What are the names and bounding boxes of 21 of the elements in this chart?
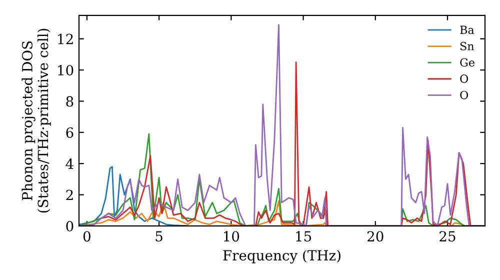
- y-tick-label: 2: [66, 190, 73, 200]
- legend-label: Ge: [460, 58, 474, 67]
- x-tick-label: 10: [224, 231, 240, 242]
- y-axis-title: Phonon projected DOS (States/THz·primitive cell): [22, 28, 51, 213]
- y-tick-label: 6: [66, 127, 74, 138]
- y-tick-label: 4: [66, 158, 74, 169]
- y-tick-label: 0: [66, 220, 74, 232]
- x-tick-label: 15: [296, 231, 312, 242]
- x-tick-label: 20: [367, 231, 384, 242]
- legend-label: O: [460, 90, 468, 100]
- x-axis-title: Frequency (THz): [223, 250, 340, 264]
- legend-label: O: [460, 74, 468, 83]
- x-tick-label: 25: [440, 231, 456, 242]
- x-tick-label: 5: [156, 231, 162, 242]
- legend-label: Sn: [460, 42, 474, 50]
- y-tick-label: 8: [66, 96, 74, 107]
- legend-label: Ba: [460, 26, 474, 34]
- x-tick-label: 0: [83, 231, 90, 242]
- line-series: [79, 166, 189, 226]
- y-tick-label: 12: [58, 34, 73, 44]
- y-tick-label: 10: [58, 64, 74, 76]
